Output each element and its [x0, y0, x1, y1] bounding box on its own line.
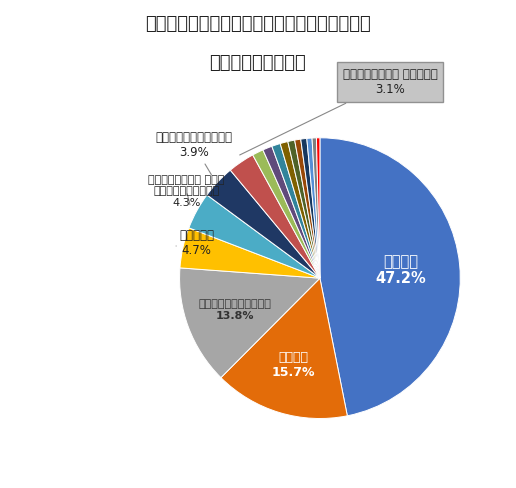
Wedge shape [180, 268, 320, 378]
Text: 業界団体（サービス業）
3.9%: 業界団体（サービス業） 3.9% [155, 131, 232, 175]
Wedge shape [207, 170, 320, 278]
Wedge shape [253, 150, 320, 278]
Text: 業界団体（製造業 化学工業）
3.1%: 業界団体（製造業 化学工業） 3.1% [240, 68, 438, 155]
Text: 業界団体（製造業 石油製
品・石炭製品製造業）
4.3%: 業界団体（製造業 石油製 品・石炭製品製造業） 4.3% [149, 175, 225, 208]
Wedge shape [230, 155, 320, 278]
Wedge shape [301, 139, 320, 278]
Wedge shape [288, 140, 320, 278]
Wedge shape [312, 138, 320, 278]
Text: その他団体
4.7%: その他団体 4.7% [176, 229, 214, 257]
Text: 図５　提案主体ごとの規制改革要望件数の割合: 図５ 提案主体ごとの規制改革要望件数の割合 [145, 15, 371, 33]
Wedge shape [280, 142, 320, 278]
Wedge shape [295, 139, 320, 278]
Wedge shape [180, 228, 320, 278]
Wedge shape [316, 138, 320, 278]
Text: （健康・医療分野）: （健康・医療分野） [209, 54, 307, 72]
Wedge shape [272, 143, 320, 278]
Text: 経済団体
47.2%: 経済団体 47.2% [376, 254, 426, 286]
Wedge shape [320, 138, 460, 416]
Wedge shape [263, 146, 320, 278]
Wedge shape [221, 278, 347, 419]
Wedge shape [189, 195, 320, 278]
Text: 民間企業
15.7%: 民間企業 15.7% [272, 351, 315, 380]
Text: 業界団体（その他業種）
13.8%: 業界団体（その他業種） 13.8% [198, 299, 271, 321]
Wedge shape [307, 138, 320, 278]
